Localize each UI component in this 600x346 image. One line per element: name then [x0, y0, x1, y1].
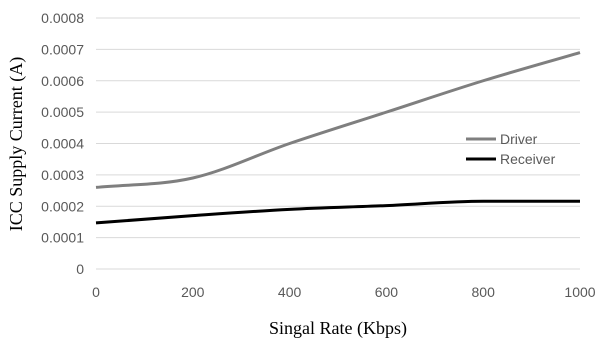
y-tick-label: 0: [76, 261, 84, 277]
series-line-receiver: [95, 199, 580, 225]
y-tick-label: 0.0004: [41, 136, 84, 152]
series-line-driver: [95, 51, 581, 189]
y-tick-label: 0.0005: [41, 104, 84, 120]
x-tick-label: 0: [92, 284, 100, 300]
legend-label-receiver: Receiver: [500, 151, 556, 167]
x-tick-label: 200: [181, 284, 205, 300]
grid-layer: [96, 17, 580, 270]
legend-label-driver: Driver: [500, 131, 538, 147]
y-tick-label: 0.0008: [41, 10, 84, 26]
series-layer: [95, 51, 581, 225]
y-tick-label: 0.0007: [41, 41, 84, 57]
x-tick-label: 800: [472, 284, 496, 300]
x-tick-label: 1000: [564, 284, 595, 300]
y-tick-label: 0.0006: [41, 73, 84, 89]
legend: Driver Receiver: [466, 131, 556, 167]
y-tick-label: 0.0002: [41, 198, 84, 214]
x-axis-title: Singal Rate (Kbps): [269, 318, 407, 339]
y-tick-label: 0.0001: [41, 230, 84, 246]
y-tick-label: 0.0003: [41, 167, 84, 183]
y-axis-title: ICC Supply Current (A): [6, 57, 27, 232]
x-tick-label: 600: [375, 284, 399, 300]
x-tick-label: 400: [278, 284, 302, 300]
tick-label-layer: 0 0.0001 0.0002 0.0003 0.0004 0.0005 0.0006 0.0…: [41, 10, 596, 300]
